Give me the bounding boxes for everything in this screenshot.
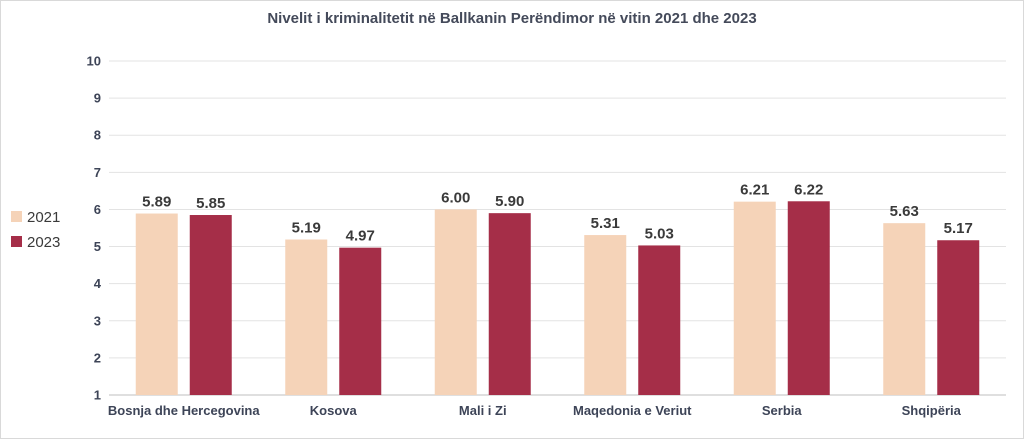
y-tick-label: 4: [94, 276, 102, 291]
bar-2021: [733, 201, 776, 395]
legend: 2021 2023: [11, 209, 60, 251]
y-tick-label: 2: [94, 350, 101, 365]
bar-2023: [937, 240, 980, 395]
data-label: 5.90: [495, 193, 524, 210]
bar-2021: [135, 213, 178, 395]
y-tick-label: 7: [94, 165, 101, 180]
legend-swatch: [11, 211, 22, 222]
data-label: 6.00: [441, 189, 470, 206]
bars: [135, 201, 980, 395]
bar-2023: [339, 247, 382, 395]
y-tick-label: 10: [87, 54, 101, 69]
category-label: Maqedonia e Veriut: [573, 403, 692, 418]
bar-2021: [434, 209, 477, 395]
gridlines: [109, 60, 1006, 396]
y-tick-label: 6: [94, 202, 101, 217]
category-labels: Bosnja dhe Hercegovina Kosova Mali i Zi Maq…: [108, 403, 962, 418]
bar-2023: [189, 215, 232, 395]
category-label: Kosova: [310, 403, 358, 418]
legend-label: 2023: [27, 234, 60, 251]
chart-title: Nivelit i kriminalitetit në Ballkanin Pe…: [267, 10, 757, 27]
data-label: 5.03: [645, 225, 674, 242]
y-tick-label: 8: [94, 128, 101, 143]
bar-2023: [638, 245, 681, 395]
data-label: 6.21: [740, 182, 769, 199]
data-label: 5.19: [292, 220, 321, 237]
data-label: 5.31: [591, 215, 620, 232]
y-tick-label: 1: [94, 388, 101, 403]
category-label: Serbia: [762, 403, 803, 418]
y-axis-ticks: 1 2 3 4 5 6 7 8 9 10: [87, 54, 102, 403]
y-tick-label: 9: [94, 91, 101, 106]
data-label: 4.97: [346, 228, 375, 245]
category-label: Mali i Zi: [459, 403, 507, 418]
data-label: 5.17: [944, 220, 973, 237]
data-labels: 5.89 5.85 5.19 4.97 6.00 5.90 5.31 5.03 6.21 6.22…: [142, 181, 973, 244]
data-label: 5.89: [142, 194, 171, 211]
bar-2021: [883, 223, 926, 395]
data-label: 6.22: [794, 181, 823, 198]
y-tick-label: 5: [94, 239, 101, 254]
legend-label: 2021: [27, 209, 60, 226]
legend-swatch: [11, 236, 22, 247]
y-tick-label: 3: [94, 313, 101, 328]
category-label: Bosnja dhe Hercegovina: [108, 403, 260, 418]
bar-2023: [787, 201, 830, 395]
data-label: 5.85: [196, 195, 225, 212]
bar-2021: [584, 235, 627, 395]
category-label: Shqipëria: [902, 403, 962, 418]
data-label: 5.63: [890, 203, 919, 220]
bar-2021: [285, 239, 328, 395]
bar-2023: [488, 213, 531, 395]
